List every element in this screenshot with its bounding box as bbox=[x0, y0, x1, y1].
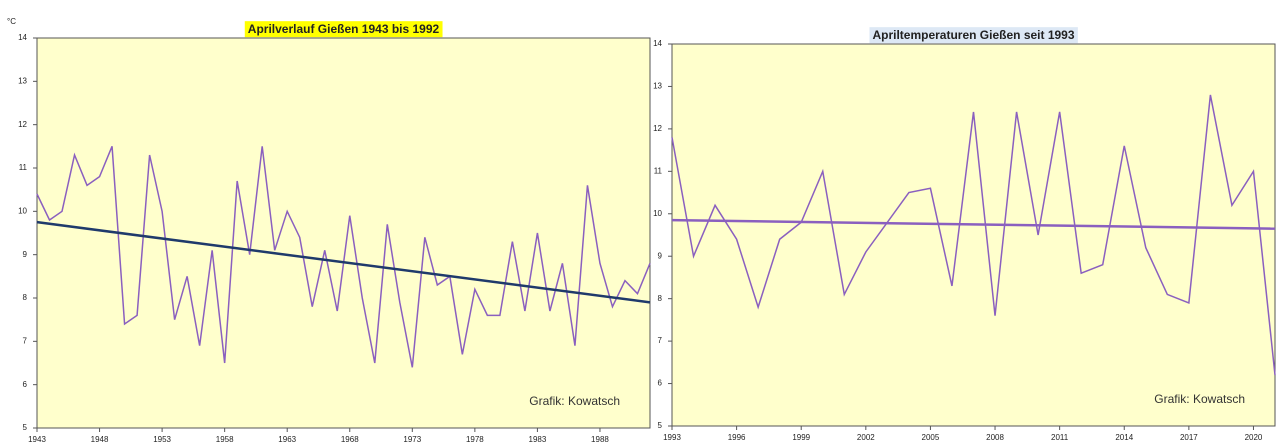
x-tick-label: 1996 bbox=[728, 433, 746, 442]
y-tick-label: 7 bbox=[658, 336, 663, 345]
x-tick-label: 2005 bbox=[922, 433, 940, 442]
y-tick-label: 12 bbox=[18, 120, 27, 129]
y-tick-label: 11 bbox=[654, 166, 663, 175]
x-tick-label: 1993 bbox=[663, 433, 681, 442]
title-highlight bbox=[244, 21, 443, 38]
x-tick-label: 1999 bbox=[792, 433, 810, 442]
y-tick-label: 13 bbox=[653, 82, 662, 91]
y-tick-label: 5 bbox=[658, 421, 663, 430]
x-tick-label: 2014 bbox=[1115, 433, 1133, 442]
y-tick-label: 10 bbox=[18, 206, 27, 215]
x-tick-label: 1968 bbox=[341, 435, 359, 444]
annotation: Grafik: Kowatsch bbox=[1154, 392, 1245, 406]
plot-area bbox=[671, 43, 1276, 427]
y-tick-label: 9 bbox=[658, 251, 663, 260]
y-axis-label: °C bbox=[7, 17, 16, 26]
x-tick-label: 2020 bbox=[1245, 433, 1263, 442]
y-tick-label: 14 bbox=[18, 33, 27, 42]
chart-title: Aprilverlauf Gießen 1943 bis 1992 bbox=[248, 22, 440, 36]
x-tick-label: 1948 bbox=[91, 435, 109, 444]
y-tick-label: 13 bbox=[18, 76, 27, 85]
y-tick-label: 5 bbox=[23, 423, 28, 432]
trend-line bbox=[671, 218, 1276, 230]
x-tick-label: 1973 bbox=[403, 435, 421, 444]
trend-line bbox=[36, 220, 651, 304]
annotation: Grafik: Kowatsch bbox=[529, 394, 620, 408]
y-tick-label: 6 bbox=[658, 379, 663, 388]
y-tick-label: 9 bbox=[23, 250, 28, 259]
title-highlight bbox=[869, 27, 1078, 44]
x-tick-label: 2008 bbox=[986, 433, 1004, 442]
plot-area bbox=[36, 37, 651, 429]
y-tick-label: 7 bbox=[23, 336, 28, 345]
y-tick-label: 8 bbox=[23, 293, 28, 302]
y-tick-label: 10 bbox=[653, 209, 662, 218]
x-tick-label: 1953 bbox=[153, 435, 171, 444]
x-tick-label: 1988 bbox=[591, 435, 609, 444]
y-tick-label: 8 bbox=[658, 294, 663, 303]
x-tick-label: 1943 bbox=[28, 435, 46, 444]
x-tick-label: 1983 bbox=[529, 435, 547, 444]
y-tick-label: 12 bbox=[653, 124, 662, 133]
y-tick-label: 14 bbox=[653, 39, 662, 48]
x-tick-label: 1978 bbox=[466, 435, 484, 444]
chart-title: Apriltemperaturen Gießen seit 1993 bbox=[872, 28, 1074, 42]
x-tick-label: 1958 bbox=[216, 435, 234, 444]
x-tick-label: 2002 bbox=[857, 433, 875, 442]
x-tick-label: 2017 bbox=[1180, 433, 1198, 442]
x-tick-label: 2011 bbox=[1051, 433, 1069, 442]
y-tick-label: 11 bbox=[19, 163, 28, 172]
y-tick-label: 6 bbox=[23, 380, 28, 389]
x-tick-label: 1963 bbox=[278, 435, 296, 444]
data-line bbox=[671, 94, 1276, 376]
